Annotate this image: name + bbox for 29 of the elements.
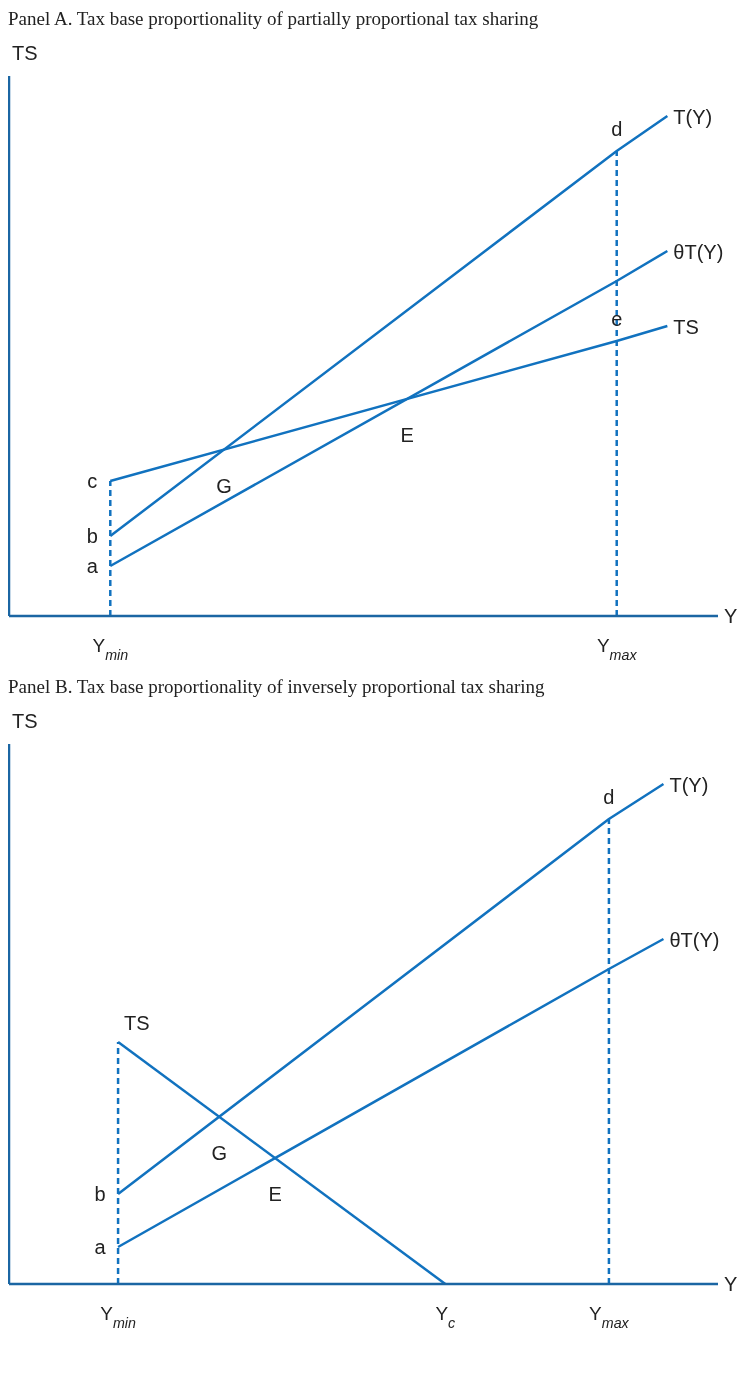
chart-title: Panel B. Tax base proportionality of inversely proportional tax sharing <box>8 676 546 699</box>
annotation: d <box>603 786 615 808</box>
annotation: c <box>87 470 98 492</box>
annotation: G <box>216 474 232 497</box>
annotation: b <box>86 525 98 547</box>
x-tick-label: Y$_{min}$ <box>100 1303 136 1331</box>
annotation: E <box>400 423 414 446</box>
chart-title: Panel A. Tax base proportionality of partially proportional tax sharing <box>8 8 540 31</box>
x-tick-label: Y$_{min}$ <box>92 635 129 663</box>
x-tick-label: Y$_{max}$ <box>596 635 638 663</box>
series-label: θT(Y) <box>673 241 724 263</box>
series-label: TS <box>124 1012 150 1034</box>
series-label: T(Y) <box>673 106 713 128</box>
y-axis-title: TS <box>12 42 38 64</box>
annotation: G <box>211 1141 227 1164</box>
series-label: T(Y) <box>669 774 709 796</box>
annotation: a <box>94 1236 107 1258</box>
annotation: E <box>268 1183 282 1206</box>
annotation: b <box>94 1183 106 1205</box>
y-axis-title: TS <box>12 710 38 732</box>
x-axis-title: Y <box>724 605 738 627</box>
series-label: TS <box>673 316 699 338</box>
annotation: d <box>611 118 623 140</box>
series-label: θT(Y) <box>669 929 720 951</box>
annotation: a <box>86 555 99 577</box>
annotation: e <box>611 308 623 330</box>
x-tick-label: Y$_{c}$ <box>435 1303 456 1331</box>
x-tick-label: Y$_{max}$ <box>589 1303 630 1331</box>
x-axis-title: Y <box>724 1273 738 1295</box>
